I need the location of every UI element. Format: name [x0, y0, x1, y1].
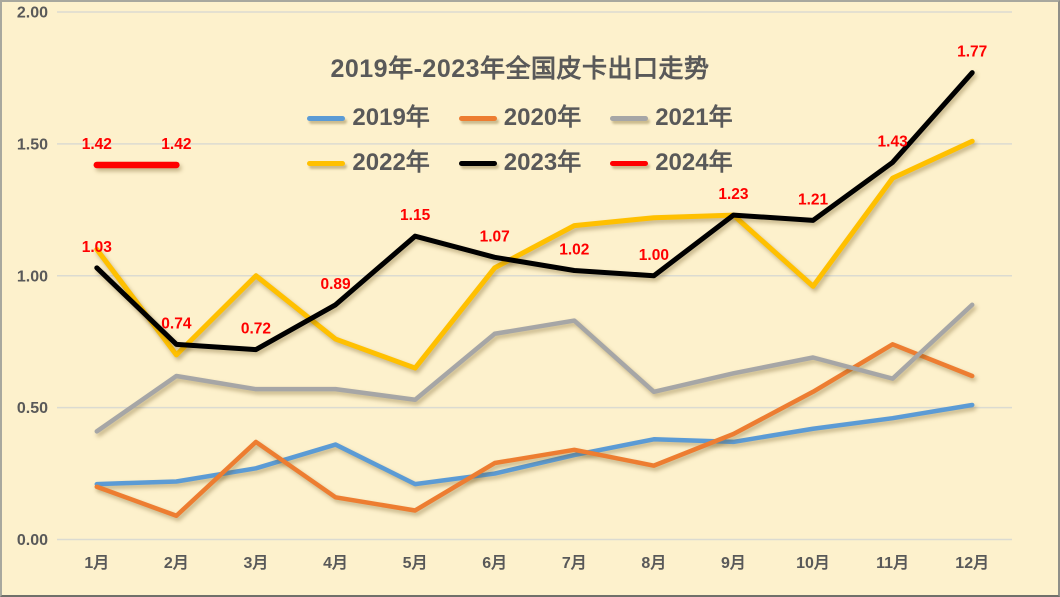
data-label: 1.43: [878, 133, 909, 150]
legend-item-2020年: 2020年: [458, 104, 582, 131]
x-tick-label: 2月: [164, 554, 189, 572]
x-axis-labels: 1月 2月 3月 4月 5月 6月 7月 8月 9月 10月 11月 12月: [84, 554, 989, 572]
legend-label: 2024年: [655, 149, 733, 176]
x-tick-label: 6月: [482, 554, 507, 572]
legend-line-swatch: [307, 160, 346, 166]
data-label: 0.72: [241, 321, 271, 338]
x-tick-label: 7月: [562, 554, 587, 572]
y-tick-label: 0.00: [17, 532, 48, 549]
series-line-2023年: [94, 70, 975, 353]
y-tick-label: 1.50: [17, 136, 48, 153]
x-tick-label: 9月: [721, 554, 746, 572]
data-label: 0.89: [320, 276, 351, 293]
data-label: 1.42: [82, 136, 112, 153]
legend-line-swatch: [307, 115, 346, 121]
legend-label: 2022年: [352, 149, 430, 176]
legend-row: 2019年 2020年 2021年: [307, 104, 733, 131]
legend-item-2019年: 2019年: [307, 104, 430, 131]
gridlines: [57, 11, 1012, 541]
x-tick-label: 11月: [876, 554, 909, 572]
data-label: 1.21: [798, 191, 829, 208]
chart-legend: 2019年 2020年 2021年 2022年 2023年 2024年: [2, 105, 1038, 176]
y-axis-labels: 2.00 1.50 1.00 0.50 0.00: [17, 5, 48, 550]
legend-item-2024年: 2024年: [610, 149, 733, 176]
chart-title: 2019年-2023年全国皮卡出口走势: [330, 55, 710, 83]
legend-item-2023年: 2023年: [458, 149, 582, 176]
x-tick-label: 10月: [796, 554, 830, 572]
data-label: 1.00: [639, 247, 669, 264]
y-tick-label: 1.00: [17, 268, 48, 285]
series-line-2019年: [94, 402, 975, 487]
data-label: 1.42: [161, 136, 191, 153]
series-line-2022年: [94, 138, 975, 371]
data-labels-2023年: 1.03 0.74 0.72 0.89 1.15 1.07 1.02 1.00 1.23 1.21…: [82, 44, 988, 338]
legend-line-swatch: [610, 160, 649, 166]
data-label: 1.77: [957, 44, 987, 61]
data-label: 1.15: [400, 207, 431, 224]
legend-item-2022年: 2022年: [307, 149, 430, 176]
y-tick-label: 0.50: [17, 400, 48, 417]
x-tick-label: 8月: [641, 554, 666, 572]
legend-line-swatch: [458, 115, 497, 121]
x-tick-label: 4月: [323, 554, 348, 572]
legend-item-2021年: 2021年: [610, 104, 733, 131]
x-tick-label: 5月: [403, 554, 428, 572]
data-labels-2024年: 1.42 1.42: [82, 136, 192, 153]
legend-line-swatch: [610, 115, 649, 121]
x-tick-label: 3月: [244, 554, 269, 572]
legend-row: 2022年 2023年 2024年: [307, 149, 733, 176]
legend-label: 2020年: [503, 104, 582, 131]
legend-line-swatch: [458, 160, 497, 166]
data-label: 1.02: [559, 241, 589, 258]
data-label: 1.07: [480, 228, 510, 245]
series-line-2021年: [94, 302, 975, 434]
data-label: 1.23: [718, 186, 749, 203]
data-label: 0.74: [161, 315, 192, 332]
series-line-2020年: [94, 342, 975, 519]
legend-label: 2021年: [655, 104, 733, 131]
x-tick-label: 12月: [955, 554, 989, 572]
y-tick-label: 2.00: [17, 5, 48, 22]
legend-label: 2019年: [352, 104, 430, 131]
legend-label: 2023年: [503, 149, 582, 176]
x-tick-label: 1月: [84, 554, 109, 572]
data-label: 1.03: [82, 239, 113, 256]
